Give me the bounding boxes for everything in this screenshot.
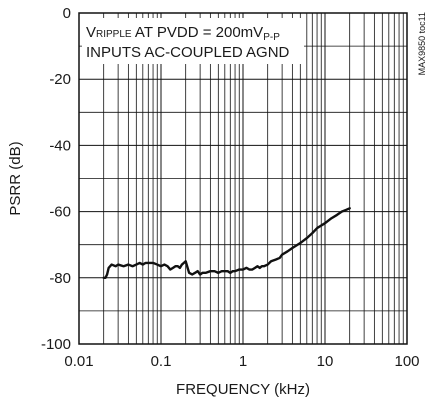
- y-tick-label: -80: [49, 270, 71, 287]
- plot-frame: [78, 12, 408, 345]
- x-tick-label: 1: [239, 353, 247, 370]
- part-number-label: MAX9850 toc11: [417, 12, 427, 75]
- annotation-ripple-sub: RIPPLE: [96, 29, 132, 40]
- x-tick-label: 0.1: [151, 353, 172, 370]
- y-tick-label: -100: [41, 336, 71, 353]
- annotation-v: V: [86, 24, 96, 41]
- y-tick-label: -60: [49, 204, 71, 221]
- x-tick-label: 10: [317, 353, 334, 370]
- y-axis-label: PSRR (dB): [7, 141, 24, 215]
- y-tick-label: -40: [49, 137, 71, 154]
- annotation-background: [82, 18, 304, 64]
- annotation-pp-sub: P-P: [263, 32, 280, 43]
- annotation-line1: VRIPPLE AT PVDD = 200mVP-P: [86, 24, 280, 43]
- y-tick-labels: 0 -20 -40 -60 -80 -100: [41, 5, 71, 353]
- x-tick-label: 100: [394, 353, 419, 370]
- minor-gridlines: [79, 13, 407, 344]
- x-tick-labels: 0.01 0.1 1 10 100: [64, 353, 419, 370]
- annotation-mid: AT PVDD = 200mV: [132, 24, 264, 41]
- y-tick-label: 0: [63, 5, 71, 22]
- series-group: [102, 207, 351, 279]
- y-tick-label: -20: [49, 71, 71, 88]
- psrr-series-line: [102, 207, 351, 279]
- x-axis-label: FREQUENCY (kHz): [176, 381, 310, 398]
- x-tick-label: 0.01: [64, 353, 93, 370]
- annotation-line2: INPUTS AC-COUPLED AGND: [86, 44, 290, 61]
